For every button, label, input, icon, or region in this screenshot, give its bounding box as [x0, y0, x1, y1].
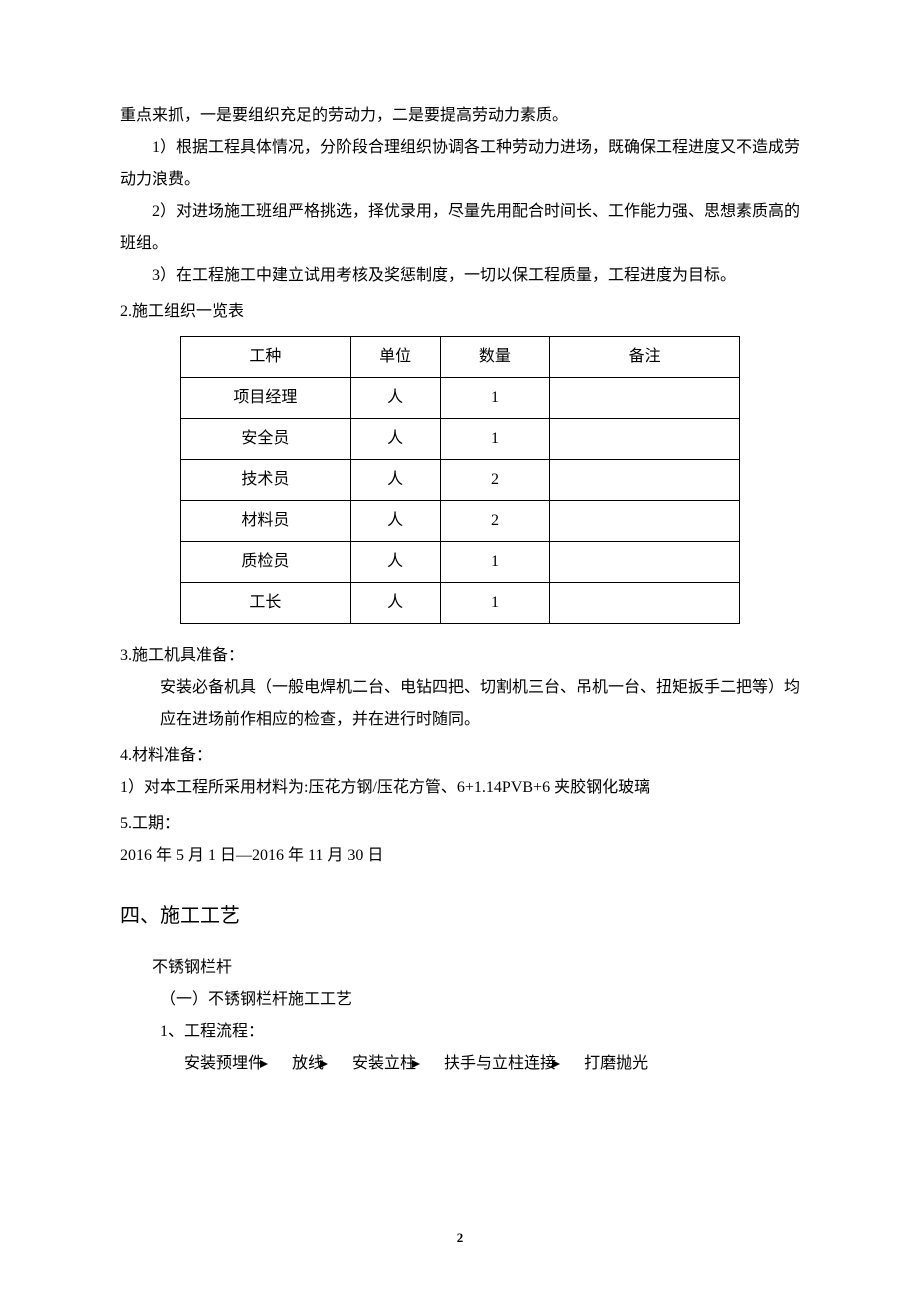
table-cell: 人 — [350, 583, 440, 624]
table-cell — [550, 419, 740, 460]
page-number: 2 — [0, 1230, 920, 1246]
paragraph-tools: 安装必备机具（一般电焊机二台、电钻四把、切割机三台、吊机一台、扭矩扳手二把等）均… — [120, 672, 800, 736]
flow-step: 安装立柱 — [352, 1048, 444, 1080]
table-cell — [550, 501, 740, 542]
section-5-title: 5.工期： — [120, 808, 800, 840]
table-cell: 技术员 — [181, 460, 351, 501]
paragraph-item-3: 3）在工程施工中建立试用考核及奖惩制度，一切以保工程质量，工程进度为目标。 — [120, 260, 800, 292]
section-3-title: 3.施工机具准备： — [120, 640, 800, 672]
arrow-icon — [260, 1060, 268, 1068]
table-row: 安全员 人 1 — [181, 419, 740, 460]
table-cell: 1 — [440, 542, 550, 583]
table-cell: 工长 — [181, 583, 351, 624]
table-cell: 质检员 — [181, 542, 351, 583]
table-row: 质检员 人 1 — [181, 542, 740, 583]
document-body: 重点来抓，一是要组织充足的劳动力，二是要提高劳动力素质。 1）根据工程具体情况，… — [120, 100, 800, 1080]
flow-step-label: 安装预埋件 — [184, 1048, 264, 1080]
paragraph-opening: 重点来抓，一是要组织充足的劳动力，二是要提高劳动力素质。 — [120, 100, 800, 132]
paragraph-item-1: 1）根据工程具体情况，分阶段合理组织协调各工种劳动力进场，既确保工程进度又不造成… — [120, 132, 800, 196]
table-cell — [550, 542, 740, 583]
table-header: 单位 — [350, 337, 440, 378]
heading-4: 四、施工工艺 — [120, 896, 800, 936]
flow-step: 打磨抛光 — [584, 1048, 648, 1080]
arrow-icon — [320, 1060, 328, 1068]
table-row: 材料员 人 2 — [181, 501, 740, 542]
table-cell: 材料员 — [181, 501, 351, 542]
arrow-icon — [552, 1060, 560, 1068]
flow-step: 安装预埋件 — [184, 1048, 292, 1080]
table-cell: 2 — [440, 460, 550, 501]
staffing-table: 工种 单位 数量 备注 项目经理 人 1 安全员 人 1 技术员 人 2 材料员… — [180, 336, 740, 624]
table-cell: 项目经理 — [181, 378, 351, 419]
paragraph-duration: 2016 年 5 月 1 日—2016 年 11 月 30 日 — [120, 840, 800, 872]
paragraph-process-title: （一）不锈钢栏杆施工工艺 — [120, 984, 800, 1016]
section-2-title: 2.施工组织一览表 — [120, 296, 800, 328]
process-flow: 安装预埋件 放线 安装立柱 扶手与立柱连接 打磨抛光 — [120, 1048, 800, 1080]
table-cell — [550, 460, 740, 501]
table-cell: 2 — [440, 501, 550, 542]
paragraph-materials: 1）对本工程所采用材料为:压花方钢/压花方管、6+1.14PVB+6 夹胶钢化玻… — [120, 772, 800, 804]
table-cell: 人 — [350, 501, 440, 542]
table-header: 备注 — [550, 337, 740, 378]
table-row: 项目经理 人 1 — [181, 378, 740, 419]
table-row: 技术员 人 2 — [181, 460, 740, 501]
table-cell: 安全员 — [181, 419, 351, 460]
table-cell — [550, 378, 740, 419]
flow-step: 放线 — [292, 1048, 352, 1080]
flow-step: 扶手与立柱连接 — [444, 1048, 584, 1080]
flow-step-label: 打磨抛光 — [584, 1048, 648, 1080]
table-header: 数量 — [440, 337, 550, 378]
table-cell: 人 — [350, 542, 440, 583]
table-cell: 1 — [440, 583, 550, 624]
table-header: 工种 — [181, 337, 351, 378]
flow-step-label: 安装立柱 — [352, 1048, 416, 1080]
table-cell: 1 — [440, 378, 550, 419]
paragraph-stainless: 不锈钢栏杆 — [120, 952, 800, 984]
table-cell: 1 — [440, 419, 550, 460]
flow-step-label: 扶手与立柱连接 — [444, 1048, 556, 1080]
arrow-icon — [412, 1060, 420, 1068]
table-cell: 人 — [350, 378, 440, 419]
table-cell: 人 — [350, 419, 440, 460]
section-4-title: 4.材料准备： — [120, 740, 800, 772]
paragraph-flow-title: 1、工程流程： — [120, 1016, 800, 1048]
table-header-row: 工种 单位 数量 备注 — [181, 337, 740, 378]
table-cell — [550, 583, 740, 624]
table-cell: 人 — [350, 460, 440, 501]
table-row: 工长 人 1 — [181, 583, 740, 624]
paragraph-item-2: 2）对进场施工班组严格挑选，择优录用，尽量先用配合时间长、工作能力强、思想素质高… — [120, 196, 800, 260]
